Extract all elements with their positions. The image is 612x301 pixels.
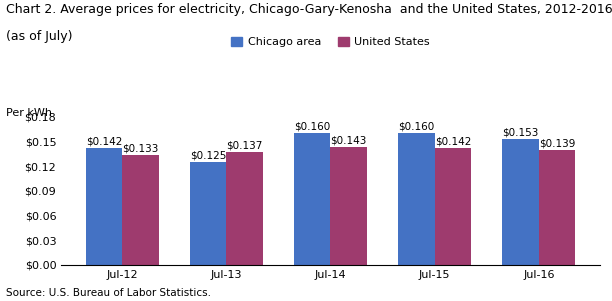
Bar [435, 148, 471, 265]
Text: Per kWh: Per kWh [6, 108, 52, 118]
Text: $0.142: $0.142 [86, 136, 122, 146]
Bar [330, 147, 367, 265]
Bar [86, 148, 122, 265]
Bar [122, 155, 159, 265]
Text: $0.160: $0.160 [294, 121, 330, 132]
Text: $0.142: $0.142 [435, 136, 471, 146]
Legend: Chicago area, United States: Chicago area, United States [226, 33, 435, 52]
Text: Chart 2. Average prices for electricity, Chicago-Gary-Kenosha  and the United St: Chart 2. Average prices for electricity,… [6, 3, 612, 16]
Bar [294, 133, 330, 265]
Text: $0.139: $0.139 [539, 139, 575, 149]
Bar [398, 133, 435, 265]
Bar [539, 150, 575, 265]
Text: $0.125: $0.125 [190, 150, 226, 160]
Text: $0.137: $0.137 [226, 140, 263, 150]
Text: $0.133: $0.133 [122, 144, 159, 154]
Text: (as of July): (as of July) [6, 30, 73, 43]
Bar [226, 152, 263, 265]
Text: $0.143: $0.143 [330, 135, 367, 145]
Bar [190, 162, 226, 265]
Text: Source: U.S. Bureau of Labor Statistics.: Source: U.S. Bureau of Labor Statistics. [6, 288, 211, 298]
Bar [502, 139, 539, 265]
Text: $0.153: $0.153 [502, 127, 539, 137]
Text: $0.160: $0.160 [398, 121, 435, 132]
